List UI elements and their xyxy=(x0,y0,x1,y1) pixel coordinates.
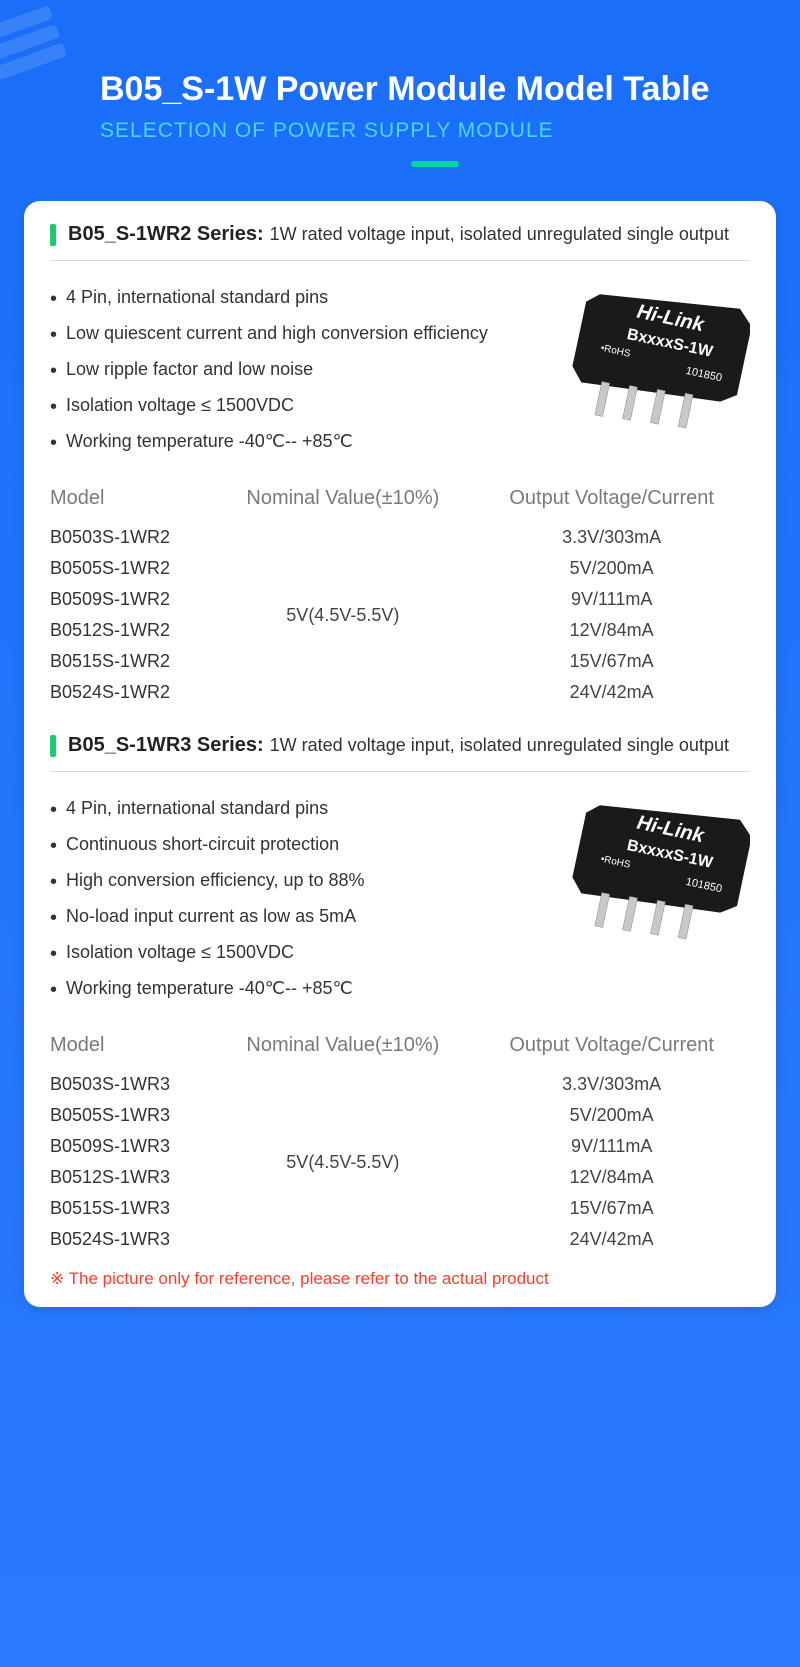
cell-output: 12V/84mA xyxy=(473,615,750,646)
series1-table: ModelNominal Value(±10%)Output Voltage/C… xyxy=(50,479,750,708)
cell-nominal: 5V(4.5V-5.5V) xyxy=(212,1069,473,1255)
series2-name: B05_S-1WR3 Series: xyxy=(68,734,264,757)
feature-item: Isolation voltage ≤ 1500VDC xyxy=(50,934,548,970)
feature-item: Working temperature -40℃-- +85℃ xyxy=(50,423,548,459)
cell-output: 5V/200mA xyxy=(473,1100,750,1131)
cell-model: B0509S-1WR3 xyxy=(50,1131,212,1162)
series1-features-row: 4 Pin, international standard pinsLow qu… xyxy=(50,279,750,459)
series1-desc: 1W rated voltage input, isolated unregul… xyxy=(270,224,729,245)
page-subtitle: SELECTION OF POWER SUPPLY MODULE xyxy=(100,119,770,143)
cell-output: 3.3V/303mA xyxy=(473,522,750,553)
cell-output: 24V/42mA xyxy=(473,677,750,708)
cell-output: 15V/67mA xyxy=(473,1193,750,1224)
cell-model: B0509S-1WR2 xyxy=(50,584,212,615)
table-header: Model xyxy=(50,1026,212,1069)
cell-output: 24V/42mA xyxy=(473,1224,750,1255)
feature-item: Working temperature -40℃-- +85℃ xyxy=(50,970,548,1006)
content-card: B05_S-1WR2 Series: 1W rated voltage inpu… xyxy=(24,201,776,1307)
cell-model: B0515S-1WR2 xyxy=(50,646,212,677)
table-header: Model xyxy=(50,479,212,522)
page-wrapper: B05_S-1W Power Module Model Table SELECT… xyxy=(0,0,800,1667)
table-header: Nominal Value(±10%) xyxy=(212,479,473,522)
cell-model: B0524S-1WR3 xyxy=(50,1224,212,1255)
series1-header: B05_S-1WR2 Series: 1W rated voltage inpu… xyxy=(50,223,750,261)
cell-model: B0512S-1WR2 xyxy=(50,615,212,646)
series-bar-icon xyxy=(50,735,56,757)
series1-name: B05_S-1WR2 Series: xyxy=(68,223,264,246)
series2-desc: 1W rated voltage input, isolated unregul… xyxy=(270,735,729,756)
series1-feature-list: 4 Pin, international standard pinsLow qu… xyxy=(50,279,548,459)
table-header: Nominal Value(±10%) xyxy=(212,1026,473,1069)
cell-output: 12V/84mA xyxy=(473,1162,750,1193)
feature-item: Isolation voltage ≤ 1500VDC xyxy=(50,387,548,423)
feature-item: Low quiescent current and high conversio… xyxy=(50,315,548,351)
corner-decoration-icon xyxy=(0,0,110,110)
cell-output: 9V/111mA xyxy=(473,1131,750,1162)
cell-model: B0524S-1WR2 xyxy=(50,677,212,708)
cell-model: B0503S-1WR3 xyxy=(50,1069,212,1100)
feature-item: High conversion efficiency, up to 88% xyxy=(50,862,548,898)
table-row: B0503S-1WR35V(4.5V-5.5V)3.3V/303mA xyxy=(50,1069,750,1100)
feature-item: Continuous short-circuit protection xyxy=(50,826,548,862)
feature-item: 4 Pin, international standard pins xyxy=(50,790,548,826)
cell-output: 5V/200mA xyxy=(473,553,750,584)
series2-features-row: 4 Pin, international standard pinsContin… xyxy=(50,790,750,1006)
table-header: Output Voltage/Current xyxy=(473,1026,750,1069)
chip-image-1: Hi-Link BxxxxS-1W •RoHS 101850 xyxy=(560,279,750,439)
cell-output: 15V/67mA xyxy=(473,646,750,677)
cell-model: B0505S-1WR2 xyxy=(50,553,212,584)
series2-table: ModelNominal Value(±10%)Output Voltage/C… xyxy=(50,1026,750,1255)
feature-item: No-load input current as low as 5mA xyxy=(50,898,548,934)
table-header: Output Voltage/Current xyxy=(473,479,750,522)
header-block: B05_S-1W Power Module Model Table SELECT… xyxy=(0,0,800,187)
page-title: B05_S-1W Power Module Model Table xyxy=(100,70,770,109)
series2-header: B05_S-1WR3 Series: 1W rated voltage inpu… xyxy=(50,734,750,772)
feature-item: 4 Pin, international standard pins xyxy=(50,279,548,315)
cell-output: 9V/111mA xyxy=(473,584,750,615)
chip-image-2: Hi-Link BxxxxS-1W •RoHS 101850 xyxy=(560,790,750,950)
cell-model: B0515S-1WR3 xyxy=(50,1193,212,1224)
accent-bar xyxy=(411,161,459,167)
cell-model: B0505S-1WR3 xyxy=(50,1100,212,1131)
footnote-text: ※ The picture only for reference, please… xyxy=(50,1269,750,1289)
series-bar-icon xyxy=(50,224,56,246)
cell-model: B0503S-1WR2 xyxy=(50,522,212,553)
cell-model: B0512S-1WR3 xyxy=(50,1162,212,1193)
table-row: B0503S-1WR25V(4.5V-5.5V)3.3V/303mA xyxy=(50,522,750,553)
feature-item: Low ripple factor and low noise xyxy=(50,351,548,387)
series2-feature-list: 4 Pin, international standard pinsContin… xyxy=(50,790,548,1006)
cell-output: 3.3V/303mA xyxy=(473,1069,750,1100)
cell-nominal: 5V(4.5V-5.5V) xyxy=(212,522,473,708)
